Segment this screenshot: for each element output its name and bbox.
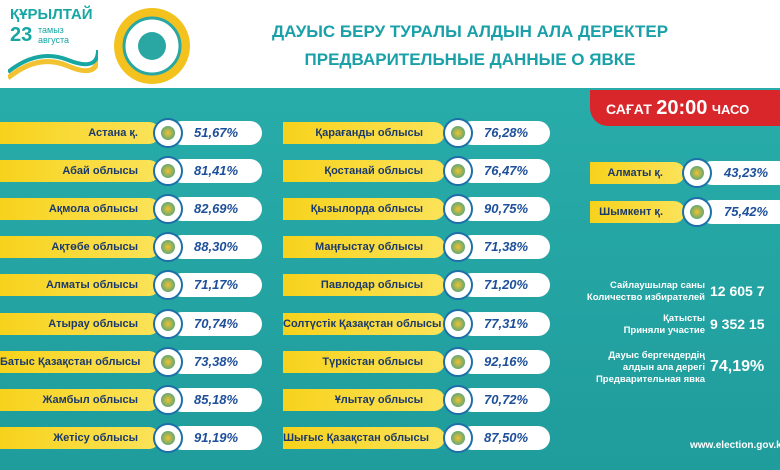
region-name: Атырау облысы [0, 312, 160, 335]
region-value: 87,50% [460, 425, 550, 450]
region-emblem [443, 194, 473, 225]
region-name: Ақмола облысы [0, 198, 160, 221]
time-label-kz: САҒАТ [606, 101, 652, 117]
region-name: Түркістан облысы [283, 350, 445, 373]
region-value: 90,75% [460, 197, 550, 222]
region-emblem [153, 422, 183, 453]
stat-label: Қатысты Приняли участие [575, 313, 705, 337]
logo-month-ru: августа [38, 35, 69, 45]
logo-flag [8, 49, 98, 80]
region-name: Солтүстік Қазақстан облысы [283, 312, 445, 335]
time-label-ru: ЧАСО [711, 102, 750, 117]
region-value: 91,19% [170, 425, 262, 450]
region-value: 71,17% [170, 273, 262, 298]
region-value: 85,18% [170, 387, 262, 412]
region-emblem [153, 346, 183, 377]
region-emblem [682, 196, 712, 227]
region-emblem [682, 158, 712, 188]
stat-label-ru: Предварительная явка [595, 374, 705, 385]
title-ru: ПРЕДВАРИТЕЛЬНЫЕ ДАННЫЕ О ЯВКЕ [304, 50, 636, 69]
stat-label-kz: Сайлаушылар саны [609, 280, 705, 291]
region-value: 73,38% [170, 349, 262, 374]
stat-value: 9 352 15 [710, 316, 765, 332]
region-value: 76,28% [460, 121, 550, 145]
region-emblem [443, 422, 473, 453]
region-value: 77,31% [460, 311, 550, 336]
region-name: Қызылорда облысы [283, 198, 445, 221]
region-emblem [443, 118, 473, 148]
region-emblem [153, 384, 183, 415]
stat-label-ru: Количество избирателей [586, 292, 705, 303]
stat-label-kz: Дауыс бергендердің алдын ала дерегі [608, 350, 705, 373]
region-name: Жетісу облысы [0, 426, 160, 449]
region-name: Шығыс Қазақстан облысы [283, 426, 445, 449]
time-value: 20:00 [656, 97, 708, 119]
region-value: 81,41% [170, 159, 262, 184]
stat-label-kz: Қатысты [663, 313, 705, 324]
region-value: 71,20% [460, 273, 550, 298]
region-name: Жамбыл облысы [0, 388, 160, 411]
region-name: Ұлытау облысы [283, 388, 445, 411]
stat-label: Дауыс бергендердің алдын ала дерегі Предв… [575, 350, 705, 386]
region-emblem [443, 270, 473, 301]
region-value: 71,38% [460, 235, 550, 260]
region-name: Маңғыстау облысы [283, 236, 445, 259]
region-emblem [153, 194, 183, 225]
region-name: Абай облысы [0, 160, 160, 183]
region-value: 43,23% [700, 161, 780, 185]
region-emblem [153, 156, 183, 187]
region-name: Алматы облысы [0, 274, 160, 297]
region-emblem [443, 384, 473, 415]
region-emblem [153, 270, 183, 301]
region-name: Астана қ. [0, 122, 160, 144]
region-emblem [443, 346, 473, 377]
region-value: 88,30% [170, 235, 262, 260]
region-value: 76,47% [460, 159, 550, 184]
cec-emblem [114, 8, 190, 84]
region-name: Қарағанды облысы [283, 122, 445, 144]
region-value: 51,67% [170, 121, 262, 145]
region-name: Алматы қ. [590, 162, 685, 184]
region-name: Қостанай облысы [283, 160, 445, 183]
title-kz: ДАУЫС БЕРУ ТУРАЛЫ АЛДЫН АЛА ДЕРЕКТЕР [271, 22, 669, 41]
logo-day: 23 [10, 24, 33, 46]
region-value: 70,74% [170, 311, 262, 336]
region-emblem [443, 232, 473, 263]
website: www.election.gov.k [690, 440, 780, 451]
region-emblem [153, 308, 183, 339]
logo-title: ҚҰРЫЛТАЙ [10, 6, 93, 23]
time-banner: САҒАТ 20:00 ЧАСО [590, 90, 780, 126]
region-emblem [443, 308, 473, 339]
region-name: Ақтөбе облысы [0, 236, 160, 259]
region-name: Павлодар облысы [283, 274, 445, 297]
region-emblem [153, 118, 183, 148]
region-name: Шымкент қ. [590, 200, 685, 223]
region-value: 75,42% [700, 199, 780, 224]
stat-value: 74,19% [710, 358, 765, 375]
region-value: 92,16% [460, 349, 550, 374]
stat-value: 12 605 7 [710, 283, 765, 299]
region-value: 70,72% [460, 387, 550, 412]
region-emblem [443, 156, 473, 187]
region-emblem [153, 232, 183, 263]
stat-label-ru: Приняли участие [623, 325, 705, 336]
region-name: Батыс Қазақстан облысы [0, 350, 160, 373]
region-value: 82,69% [170, 197, 262, 222]
stat-label: Сайлаушылар саны Количество избирателей [575, 280, 705, 304]
logo-month-kz: тамыз [38, 25, 64, 35]
